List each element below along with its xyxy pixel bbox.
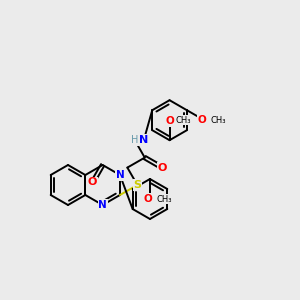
Text: S: S — [134, 180, 141, 190]
Text: N: N — [98, 200, 107, 210]
Text: O: O — [144, 194, 152, 204]
Text: N: N — [116, 170, 124, 180]
Text: O: O — [88, 177, 97, 188]
Text: O: O — [198, 115, 207, 125]
Text: O: O — [165, 116, 174, 126]
Text: O: O — [158, 163, 167, 172]
Text: N: N — [139, 135, 148, 145]
Text: CH₃: CH₃ — [156, 194, 172, 203]
Text: CH₃: CH₃ — [176, 116, 191, 125]
Text: CH₃: CH₃ — [211, 116, 226, 125]
Text: H: H — [131, 135, 138, 145]
